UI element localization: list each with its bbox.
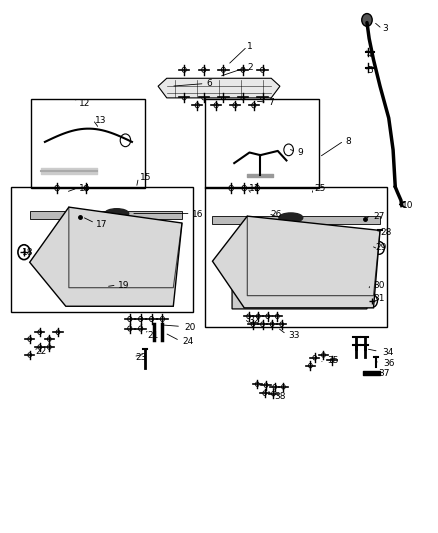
Polygon shape (30, 207, 182, 306)
Text: 22: 22 (35, 347, 46, 356)
Text: 6: 6 (206, 79, 212, 88)
Ellipse shape (105, 209, 129, 218)
Text: 15: 15 (140, 173, 151, 182)
Text: 31: 31 (374, 294, 385, 303)
Text: 12: 12 (79, 99, 90, 108)
Text: 26: 26 (270, 210, 282, 219)
Polygon shape (158, 78, 280, 98)
Text: 25: 25 (314, 183, 325, 192)
Text: 18: 18 (22, 248, 34, 257)
Text: 36: 36 (384, 359, 395, 367)
Text: 32: 32 (249, 316, 260, 325)
Text: 1: 1 (247, 42, 253, 51)
Bar (31, 99, 145, 188)
Text: 4: 4 (367, 50, 373, 59)
Text: 3: 3 (382, 25, 388, 34)
Polygon shape (232, 282, 371, 309)
Text: 21: 21 (147, 331, 159, 340)
Text: 28: 28 (380, 228, 392, 237)
Text: 10: 10 (402, 201, 413, 210)
Polygon shape (212, 216, 380, 308)
Text: 35: 35 (327, 357, 339, 366)
Bar (205, 187, 387, 327)
Text: 24: 24 (182, 337, 193, 346)
Text: 27: 27 (374, 212, 385, 221)
Text: 11: 11 (249, 183, 260, 192)
Text: 5: 5 (367, 66, 373, 75)
Text: 34: 34 (382, 348, 394, 357)
Bar (11, 187, 193, 312)
Text: 14: 14 (79, 183, 90, 192)
Text: 17: 17 (96, 220, 108, 229)
Ellipse shape (279, 213, 303, 222)
Text: 33: 33 (289, 331, 300, 340)
Circle shape (362, 13, 372, 26)
Text: 23: 23 (135, 353, 147, 362)
Ellipse shape (98, 284, 114, 297)
Text: 9: 9 (297, 148, 303, 157)
Text: 8: 8 (345, 138, 351, 147)
Bar (205, 99, 319, 188)
Text: 2: 2 (247, 63, 253, 72)
Text: 13: 13 (95, 116, 106, 125)
Text: 16: 16 (192, 210, 204, 219)
Text: 20: 20 (184, 323, 195, 332)
Text: 37: 37 (378, 369, 389, 378)
Text: 19: 19 (118, 280, 130, 289)
Polygon shape (212, 216, 380, 224)
Text: 38: 38 (275, 392, 286, 401)
Text: 7: 7 (268, 98, 273, 107)
Polygon shape (30, 211, 182, 219)
Text: 30: 30 (374, 280, 385, 289)
Text: 29: 29 (376, 244, 387, 253)
